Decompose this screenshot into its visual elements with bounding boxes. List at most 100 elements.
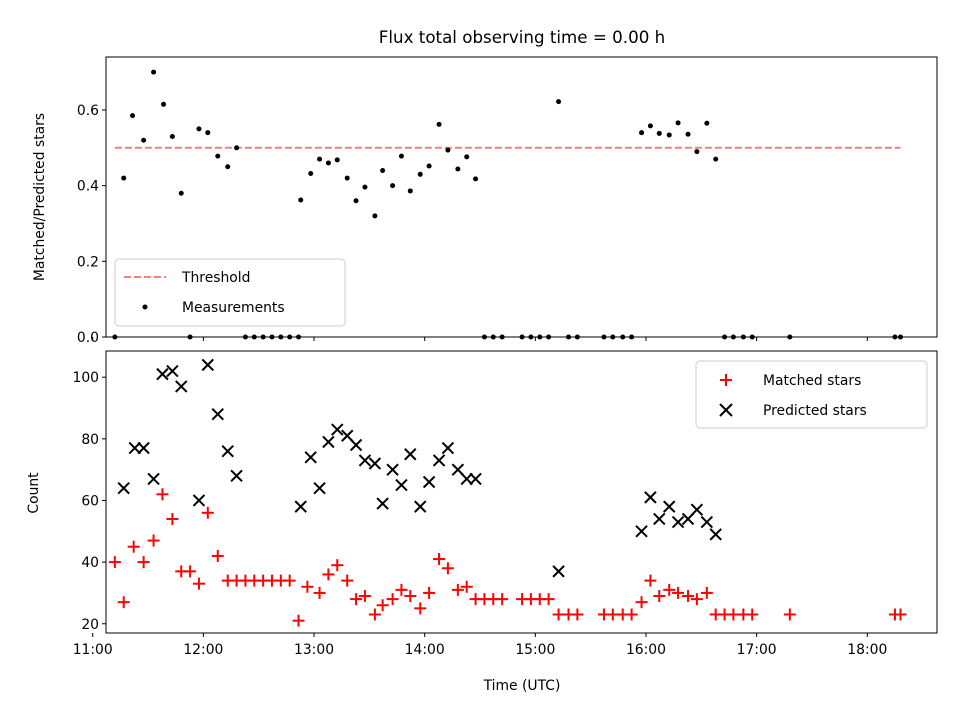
predicted-star-marker <box>147 472 160 486</box>
bottom-x-tick-label: 12:00 <box>183 642 223 658</box>
matched-star-marker <box>322 568 335 581</box>
measurement-point <box>417 171 423 177</box>
predicted-star-marker <box>644 491 657 504</box>
top-panel: 0.0 0.2 0.4 0.6 Matched/Predicted stars Thr… <box>32 56 938 346</box>
predicted-star-marker <box>469 472 482 486</box>
matched-star-marker <box>376 599 389 612</box>
predicted-star-marker <box>414 500 427 513</box>
measurement-point <box>317 156 323 162</box>
matched-star-marker <box>192 577 205 590</box>
measurement-point <box>196 126 202 132</box>
matched-star-marker <box>404 590 417 603</box>
legend-matched-swatch <box>720 374 732 386</box>
measurement-point <box>473 176 479 182</box>
measurement-point <box>205 130 211 136</box>
measurement-point <box>178 190 184 196</box>
matched-star-marker <box>451 583 464 596</box>
matched-star-marker <box>117 596 130 609</box>
measurement-point <box>308 171 314 177</box>
bottom-y-ticks: 20 40 60 80 100 <box>72 370 106 633</box>
measurement-point <box>353 198 359 204</box>
predicted-star-marker <box>422 475 436 489</box>
predicted-star-marker <box>368 457 382 470</box>
predicted-star-marker <box>709 528 722 541</box>
x-axis-label: Time (UTC) <box>483 678 561 694</box>
predicted-star-marker <box>128 441 141 455</box>
measurement-point <box>362 184 368 190</box>
matched-star-marker <box>496 593 509 606</box>
predicted-star-marker <box>331 423 344 436</box>
predicted-star-marker <box>349 438 363 452</box>
matched-star-marker <box>137 556 150 569</box>
top-y-tick-label: 0.0 <box>77 330 99 346</box>
top-legend-box <box>114 258 346 327</box>
measurement-point <box>380 168 386 174</box>
measurement-point <box>713 156 719 162</box>
measurement-point <box>704 120 710 126</box>
legend-measurements-swatch <box>142 304 148 310</box>
measurement-point <box>334 157 340 163</box>
measurement-point <box>298 197 304 203</box>
bottom-x-tick-label: 14:00 <box>405 642 445 658</box>
measurement-point <box>215 153 221 159</box>
measurement-point <box>666 132 672 138</box>
matched-star-marker <box>386 593 399 606</box>
measurement-point <box>130 113 136 119</box>
measurement-point <box>121 175 127 181</box>
predicted-star-marker <box>653 512 666 526</box>
matched-star-marker <box>542 593 555 606</box>
bottom-axes-frame <box>105 350 938 634</box>
matched-star-marker <box>433 553 446 566</box>
matched-star-marker <box>653 590 666 603</box>
measurement-point <box>464 154 470 160</box>
measurement-point <box>436 121 442 127</box>
predicted-star-marker <box>386 463 399 476</box>
measurement-point <box>344 175 350 181</box>
measurement-point <box>426 163 432 169</box>
matched-star-marker <box>127 540 140 553</box>
matched-star-marker <box>441 562 454 575</box>
matched-star-marker <box>571 608 584 621</box>
predicted-star-marker <box>117 481 130 495</box>
predicted-star-marker <box>376 497 389 510</box>
top-y-tick-label: 0.4 <box>77 179 99 195</box>
bottom-y-tick-label: 60 <box>81 493 99 509</box>
measurement-point <box>455 166 461 172</box>
matched-star-marker <box>147 534 160 547</box>
matched-star-marker <box>108 556 121 569</box>
bottom-y-tick-label: 20 <box>81 617 99 633</box>
bottom-x-tick-label: 16:00 <box>626 642 666 658</box>
top-y-tick-label: 0.2 <box>77 254 99 270</box>
predicted-star-marker <box>137 441 150 455</box>
matched-star-marker <box>341 574 354 587</box>
top-y-ticks: 0.0 0.2 0.4 0.6 <box>77 103 106 346</box>
measurement-point <box>407 188 413 194</box>
top-y-axis-label: Matched/Predicted stars <box>32 113 48 281</box>
bottom-y-axis-label: Count <box>26 472 42 514</box>
predicted-star-marker <box>192 494 206 507</box>
predicted-star-marker <box>156 367 169 381</box>
measurement-point <box>390 183 396 189</box>
bottom-x-tick-label: 18:00 <box>847 642 887 658</box>
bottom-y-tick-label: 80 <box>81 432 99 448</box>
bottom-y-tick-label: 100 <box>72 370 99 386</box>
bottom-legend-box <box>695 360 928 429</box>
matched-star-marker <box>783 608 796 621</box>
predicted-star-marker <box>304 451 317 464</box>
legend-threshold-label: Threshold <box>181 270 250 286</box>
matched-star-marker <box>313 586 326 599</box>
measurement-point <box>647 123 653 129</box>
predicted-star-marker <box>635 525 648 538</box>
matched-star-marker <box>894 608 907 621</box>
predicted-star-marker <box>211 407 224 421</box>
measurement-point <box>141 137 147 143</box>
measurement-point <box>161 101 167 107</box>
matched-star-marker <box>184 565 197 578</box>
measurement-point <box>325 160 331 166</box>
matched-star-marker <box>682 590 695 603</box>
matched-star-marker <box>395 583 408 596</box>
predicted-star-marker <box>671 515 685 529</box>
matched-star-marker <box>350 593 363 606</box>
bottom-x-tick-label: 11:00 <box>73 642 113 658</box>
